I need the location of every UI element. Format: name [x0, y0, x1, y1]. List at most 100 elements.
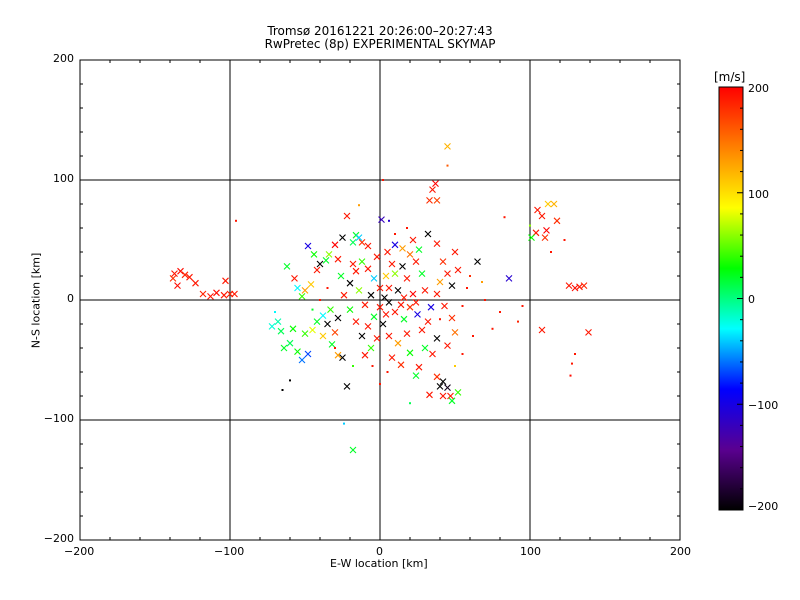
data-point-cross [399, 263, 406, 270]
data-point-cross [412, 299, 420, 306]
data-point-cross [309, 326, 316, 334]
data-point-cross [319, 332, 327, 340]
y-tick-label: 200 [53, 52, 74, 65]
data-point-cross [415, 363, 423, 371]
data-point-dot [281, 389, 284, 391]
data-point-cross [382, 272, 390, 280]
data-point-cross [294, 284, 301, 292]
data-point-cross [349, 446, 357, 454]
data-point-cross [448, 282, 456, 289]
data-point-cross [439, 258, 447, 265]
data-point-dot [439, 318, 441, 321]
data-point-cross [439, 378, 447, 385]
data-point-cross [349, 260, 357, 268]
x-tick-label: 100 [520, 545, 541, 558]
data-point-cross [334, 351, 342, 359]
data-point-cross [370, 313, 378, 321]
data-point-cross [376, 284, 384, 292]
data-point-dot [529, 224, 531, 227]
data-point-cross [339, 354, 346, 361]
data-point-cross [358, 258, 366, 265]
data-point-cross [441, 302, 448, 310]
data-point-cross [373, 335, 381, 342]
data-point-cross [424, 318, 432, 325]
data-point-cross [307, 281, 315, 288]
data-point-cross [576, 283, 583, 291]
data-point-cross [339, 234, 346, 241]
data-point-cross [421, 287, 429, 294]
data-point-dot [569, 374, 572, 377]
data-point-cross [301, 287, 309, 294]
data-point-dot [394, 233, 396, 235]
data-point-dot [574, 353, 576, 355]
data-point-cross [394, 339, 402, 347]
data-point-dot [235, 219, 237, 222]
data-point-cross [337, 272, 345, 280]
data-point-dot [343, 422, 345, 425]
data-point-cross [580, 282, 588, 289]
data-point-cross [291, 275, 298, 282]
chart-title: Tromsø 20161221 20:26:00–20:27:43 [267, 24, 493, 38]
data-point-cross [277, 327, 285, 335]
data-point-cross [207, 293, 214, 300]
data-point-cross [385, 332, 393, 340]
data-point-dot [517, 320, 519, 323]
data-point-cross [432, 180, 439, 187]
data-point-dot [484, 299, 486, 301]
axis-ticks [79, 59, 681, 541]
data-point-cross [433, 373, 441, 381]
data-point-dot [454, 365, 456, 367]
data-point-cross [543, 227, 550, 234]
data-point-cross [418, 270, 426, 277]
data-point-cross [447, 392, 454, 400]
colorbar-tick-label: 0 [748, 293, 755, 306]
data-point-cross [538, 212, 546, 220]
data-point-cross [436, 383, 444, 390]
data-point-cross [394, 287, 402, 294]
y-tick-label: −100 [43, 412, 74, 425]
data-point-cross [429, 350, 436, 358]
data-point-dot [371, 365, 374, 367]
data-point-cross [436, 278, 444, 286]
data-point-cross [364, 242, 372, 250]
data-point-cross [412, 258, 420, 265]
data-point-cross [433, 290, 441, 298]
data-point-cross [334, 255, 342, 263]
data-point-cross [409, 236, 417, 244]
data-point-cross [454, 389, 462, 396]
data-point-cross [391, 270, 399, 277]
data-point-cross [294, 348, 301, 355]
colorbar-unit-label: [m/s] [714, 70, 746, 84]
data-point-cross [454, 266, 462, 274]
data-point-dot [503, 216, 506, 219]
data-point-cross [298, 356, 306, 364]
data-point-cross [346, 306, 354, 313]
data-point-cross [378, 216, 385, 223]
colorbar-tick-label: −200 [748, 500, 779, 513]
data-point-dot [326, 287, 329, 289]
data-point-cross [327, 306, 334, 313]
data-point-cross [355, 234, 363, 241]
data-point-dot [571, 362, 573, 365]
data-point-cross [322, 257, 330, 264]
data-point-cross [553, 217, 561, 225]
data-point-cross [444, 143, 451, 150]
data-point-cross [171, 270, 178, 277]
data-point-cross [355, 287, 363, 294]
data-point-cross [286, 339, 294, 347]
data-point-cross [444, 384, 451, 391]
data-point-cross [403, 330, 411, 337]
data-point-dot [499, 311, 501, 313]
data-point-cross [177, 267, 184, 275]
data-point-cross [403, 275, 411, 282]
data-point-cross [358, 239, 366, 246]
colorbar-ticks [737, 86, 743, 511]
data-point-cross [528, 234, 535, 241]
data-point-cross [349, 239, 357, 246]
data-point-cross [370, 275, 378, 282]
data-point-cross [361, 351, 369, 359]
data-point-cross [541, 234, 549, 241]
data-point-cross [268, 323, 276, 330]
x-tick-label: 0 [376, 545, 383, 558]
